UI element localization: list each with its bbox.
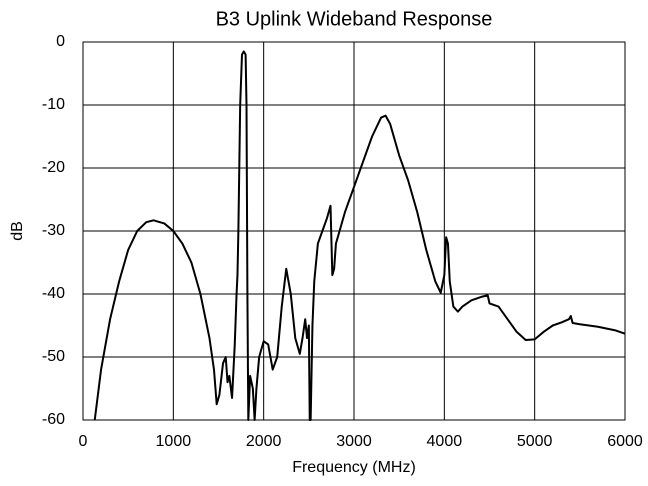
chart-title: B3 Uplink Wideband Response xyxy=(216,8,493,30)
x-tick-label: 3000 xyxy=(336,433,372,450)
x-axis-label: Frequency (MHz) xyxy=(292,459,416,476)
plot-border xyxy=(82,41,626,421)
y-tick-label: -20 xyxy=(42,159,65,176)
y-tick-label: -60 xyxy=(42,411,65,428)
x-tick-label: 6000 xyxy=(607,433,643,450)
y-tick-label: -40 xyxy=(42,285,65,302)
x-tick-label: 5000 xyxy=(517,433,553,450)
y-tick-label: 0 xyxy=(56,33,65,50)
y-tick-label: -10 xyxy=(42,96,65,113)
y-tick-label: -30 xyxy=(42,222,65,239)
x-tick-label: 0 xyxy=(79,433,88,450)
x-tick-label: 1000 xyxy=(156,433,192,450)
data-line xyxy=(93,50,626,421)
y-tick-label: -50 xyxy=(42,348,65,365)
x-tick-label: 4000 xyxy=(427,433,463,450)
x-tick-label: 2000 xyxy=(246,433,282,450)
y-axis-label: dB xyxy=(9,221,26,241)
